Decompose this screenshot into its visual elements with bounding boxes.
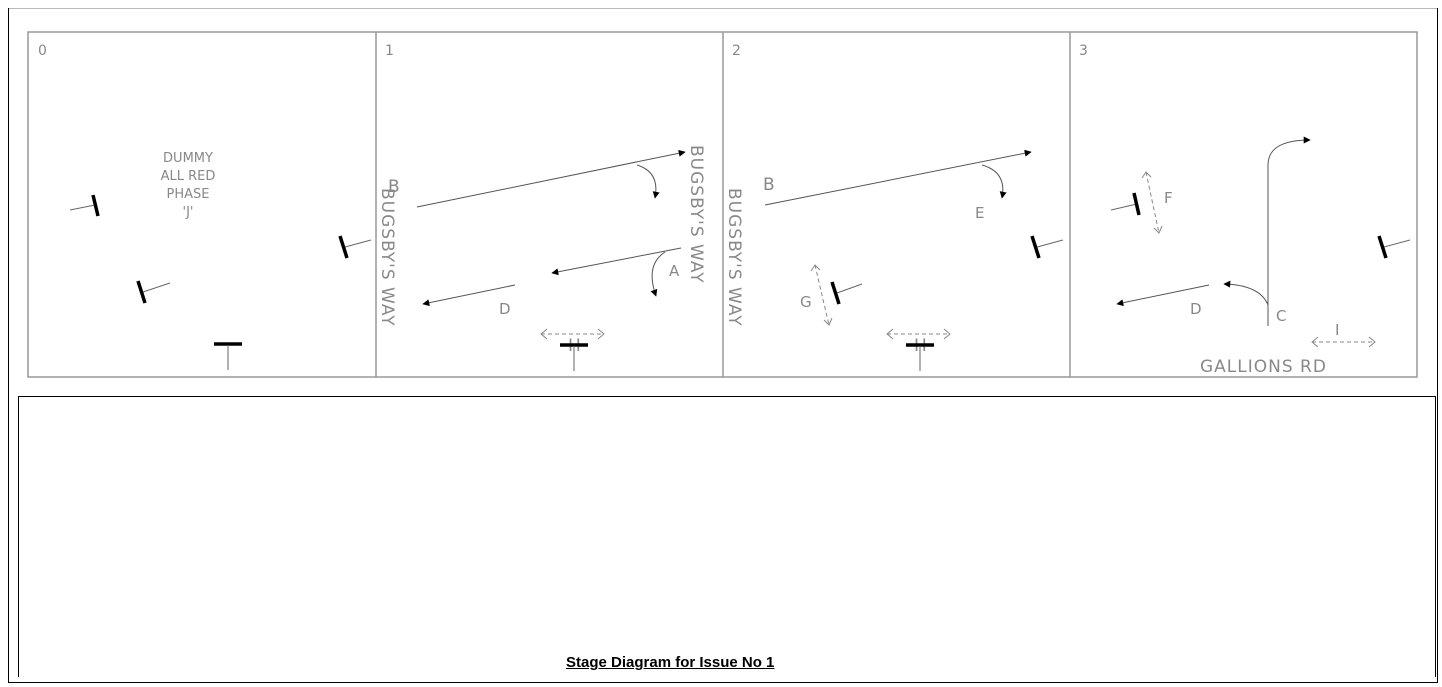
movement-label: D (1190, 300, 1202, 318)
signal-head-icon (560, 343, 588, 371)
movement-label: C (1276, 307, 1286, 325)
turn-arrow (1267, 136, 1311, 326)
stage-1: 1 BUGSBY'S WAY BUGSBY'S WAY B A D H (377, 43, 706, 371)
stage-number: 1 (385, 43, 394, 59)
signal-head-icon (69, 194, 100, 217)
stage-0: 0 DUMMY ALL RED PHASE 'J' (38, 43, 372, 370)
movement-label: A (669, 262, 680, 280)
movement-arrow (416, 149, 686, 208)
road-label: BUGSBY'S WAY (724, 188, 744, 327)
pedestrian-crossing-arrow (814, 264, 830, 326)
movement-label: D (499, 300, 511, 318)
turn-arrow (1223, 280, 1269, 306)
movement-arrow (764, 149, 1032, 206)
movement-label: B (763, 175, 775, 195)
signal-head-icon (830, 281, 863, 305)
stage-2: 2 BUGSBY'S WAY B E G H (724, 43, 1064, 371)
movement-arrow (1116, 284, 1210, 307)
signal-head-icon (906, 343, 934, 371)
stage-text-line: PHASE (167, 187, 210, 202)
stage-text-line: DUMMY (163, 151, 213, 166)
movement-label: E (975, 204, 984, 222)
road-label: BUGSBY'S WAY (377, 188, 397, 327)
turn-arrow (650, 251, 666, 297)
movement-label: B (388, 177, 400, 197)
movement-label: F (1164, 189, 1173, 207)
page-frame (8, 8, 1438, 683)
movement-arrow (551, 247, 682, 276)
turn-arrow (636, 164, 660, 199)
movement-label: G (800, 293, 812, 311)
pedestrian-crossing-arrow (1145, 171, 1160, 234)
road-label: GALLIONS RD (1200, 357, 1327, 377)
diagram-caption: Stage Diagram for Issue No 1 (566, 654, 775, 671)
stage-3: 3 GALLIONS RD F D C I (1079, 43, 1411, 377)
signal-head-icon (1110, 192, 1141, 216)
stage-number: 2 (732, 43, 741, 59)
stage-text-line: 'J' (183, 205, 194, 220)
caption-frame (18, 396, 1436, 677)
signal-head-icon (1030, 235, 1064, 259)
top-rule (8, 8, 1438, 9)
stage-number: 0 (38, 43, 47, 59)
movement-label: I (1335, 321, 1339, 339)
signal-head-icon (214, 342, 242, 370)
signal-head-icon (136, 280, 171, 304)
signal-head-icon (338, 235, 372, 259)
road-label: BUGSBY'S WAY (686, 145, 706, 284)
movement-arrow (422, 284, 516, 307)
turn-arrow (981, 164, 1007, 199)
signal-head-icon (1377, 235, 1411, 259)
stage-text-line: ALL RED (161, 169, 216, 184)
stage-number: 3 (1079, 43, 1088, 59)
